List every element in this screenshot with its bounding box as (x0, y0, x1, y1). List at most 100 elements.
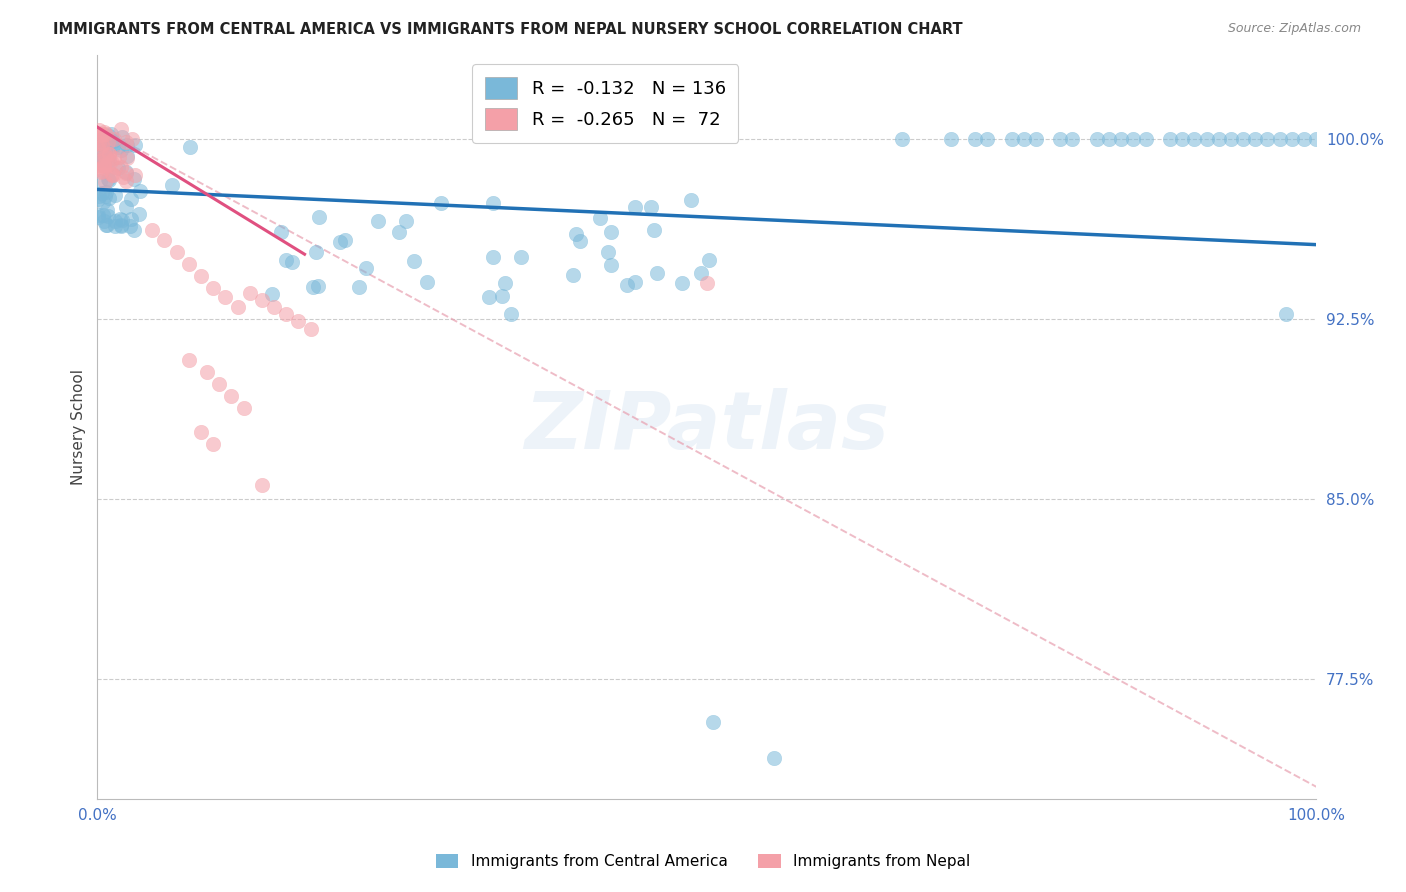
Point (491, 288, 513, 302)
Point (624, 276, 647, 290)
Point (107, 139, 129, 153)
Point (91, 208, 114, 222)
Point (226, 300, 249, 314)
Point (97, 173, 120, 187)
Point (939, 132, 962, 146)
Point (1182, 132, 1205, 146)
Point (103, 152, 125, 166)
Point (117, 151, 139, 165)
Point (93, 159, 115, 173)
Point (98, 147, 121, 161)
Point (91, 136, 114, 151)
Point (93, 150, 115, 164)
Point (305, 245, 328, 260)
Point (111, 213, 134, 227)
Point (98, 132, 121, 146)
Point (97, 135, 120, 149)
Point (208, 376, 231, 391)
Point (129, 185, 152, 199)
Point (232, 401, 254, 415)
Point (89, 136, 111, 151)
Point (177, 352, 200, 367)
Legend: R =  -0.132   N = 136, R =  -0.265   N =  72: R = -0.132 N = 136, R = -0.265 N = 72 (472, 64, 738, 143)
Point (115, 174, 138, 188)
Point (302, 280, 325, 294)
Point (110, 219, 132, 233)
Point (347, 280, 370, 294)
Point (367, 214, 389, 228)
Point (91, 139, 114, 153)
Point (690, 266, 713, 280)
Point (118, 219, 141, 233)
Point (430, 196, 453, 211)
Point (96, 218, 118, 232)
Point (287, 314, 309, 328)
Point (263, 300, 285, 314)
Point (616, 277, 638, 292)
Point (671, 276, 693, 290)
Point (281, 255, 304, 269)
Point (97, 153, 120, 167)
Point (90, 127, 112, 141)
Point (276, 307, 298, 321)
Point (87, 161, 110, 176)
Point (87, 122, 110, 136)
Point (214, 290, 236, 304)
Point (569, 234, 592, 248)
Point (221, 389, 243, 403)
Point (120, 211, 142, 226)
Point (110, 218, 132, 232)
Point (395, 214, 418, 228)
Point (91, 150, 114, 164)
Point (179, 140, 201, 154)
Point (177, 257, 200, 271)
Point (112, 169, 135, 184)
Text: ZIPatlas: ZIPatlas (524, 388, 890, 466)
Point (97, 191, 120, 205)
Point (1122, 132, 1144, 146)
Point (94, 185, 117, 199)
Point (1098, 132, 1121, 146)
Point (624, 201, 647, 215)
Point (110, 122, 132, 136)
Point (262, 286, 284, 301)
Point (94, 175, 117, 189)
Point (89, 128, 111, 142)
Point (96, 202, 118, 217)
Point (388, 225, 411, 239)
Point (1085, 132, 1108, 146)
Point (1012, 132, 1035, 146)
Point (91, 128, 114, 142)
Point (600, 259, 623, 273)
Point (128, 207, 150, 221)
Point (101, 167, 124, 181)
Point (117, 148, 139, 162)
Point (600, 225, 623, 239)
Point (190, 268, 212, 283)
Point (643, 222, 665, 236)
Point (91, 194, 114, 209)
Point (104, 214, 127, 228)
Point (115, 137, 138, 152)
Point (86, 141, 108, 155)
Point (100, 128, 122, 142)
Point (1268, 132, 1291, 146)
Point (94, 148, 117, 162)
Point (598, 244, 620, 259)
Point (104, 187, 127, 202)
Point (101, 169, 124, 183)
Point (1256, 132, 1278, 146)
Point (561, 268, 583, 282)
Point (565, 227, 588, 241)
Point (250, 293, 273, 307)
Point (681, 193, 703, 207)
Point (645, 266, 668, 280)
Point (87, 153, 110, 167)
Point (640, 200, 662, 214)
Point (1208, 132, 1230, 146)
Point (1244, 132, 1267, 146)
Point (482, 195, 505, 210)
Point (494, 276, 516, 290)
Point (1219, 132, 1241, 146)
Point (115, 135, 138, 149)
